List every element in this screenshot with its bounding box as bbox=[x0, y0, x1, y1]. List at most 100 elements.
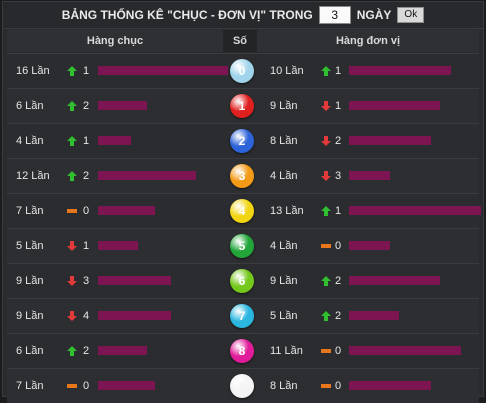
digit-ball: 4 bbox=[230, 199, 254, 223]
tens-bar bbox=[98, 241, 138, 250]
units-delta: 2 bbox=[335, 275, 342, 287]
dash-icon bbox=[321, 244, 331, 248]
units-bar bbox=[349, 381, 431, 390]
tens-count: 6 Lần bbox=[16, 100, 44, 112]
dash-icon bbox=[321, 349, 331, 353]
tens-delta: 1 bbox=[83, 240, 90, 252]
tens-bar bbox=[98, 136, 131, 145]
arrow-up-icon bbox=[67, 346, 77, 356]
days-input[interactable] bbox=[318, 6, 351, 24]
arrow-down-icon bbox=[321, 136, 331, 146]
arrow-down-icon bbox=[67, 241, 77, 251]
units-count: 11 Lần bbox=[270, 345, 303, 357]
table-header: Hàng chục Số Hàng đơn vị bbox=[7, 30, 479, 52]
units-count: 9 Lần bbox=[270, 275, 298, 287]
table-row: 7 Lần 0 9 8 Lần 0 bbox=[7, 368, 479, 403]
tens-delta: 1 bbox=[83, 65, 90, 77]
table-row: 9 Lần 4 7 5 Lần 2 bbox=[7, 298, 479, 333]
tens-count: 5 Lần bbox=[16, 240, 44, 252]
units-delta: 0 bbox=[335, 345, 342, 357]
units-delta: 3 bbox=[335, 170, 342, 182]
table-row: 6 Lần 2 8 11 Lần 0 bbox=[7, 333, 479, 368]
table-row: 7 Lần 0 4 13 Lần 1 bbox=[7, 193, 481, 228]
digit-ball: 6 bbox=[230, 269, 254, 293]
tens-delta: 4 bbox=[83, 310, 90, 322]
units-delta: 1 bbox=[335, 100, 342, 112]
tens-bar bbox=[98, 171, 196, 180]
units-count: 4 Lần bbox=[270, 170, 298, 182]
tens-bar bbox=[98, 381, 155, 390]
units-bar bbox=[349, 276, 440, 285]
digit-ball: 1 bbox=[230, 94, 254, 118]
units-delta: 1 bbox=[335, 65, 342, 77]
table-row: 9 Lần 3 6 9 Lần 2 bbox=[7, 263, 479, 298]
units-delta: 0 bbox=[335, 380, 342, 392]
units-delta: 1 bbox=[335, 205, 342, 217]
dash-icon bbox=[67, 209, 77, 213]
digit-ball: 5 bbox=[230, 234, 254, 258]
tens-count: 7 Lần bbox=[16, 380, 44, 392]
header-number: Số bbox=[223, 30, 257, 52]
arrow-up-icon bbox=[67, 101, 77, 111]
tens-delta: 2 bbox=[83, 345, 90, 357]
tens-count: 6 Lần bbox=[16, 345, 44, 357]
arrow-up-icon bbox=[321, 66, 331, 76]
digit-ball: 7 bbox=[230, 304, 254, 328]
digit-ball: 3 bbox=[230, 164, 254, 188]
units-count: 10 Lần bbox=[270, 65, 304, 77]
units-bar bbox=[349, 206, 481, 215]
title-text: BẢNG THỐNG KÊ "CHỤC - ĐƠN VỊ" TRONG bbox=[61, 8, 313, 22]
tens-count: 7 Lần bbox=[16, 205, 44, 217]
ok-button[interactable]: Ok bbox=[397, 7, 425, 23]
units-count: 9 Lần bbox=[270, 100, 298, 112]
digit-ball: 2 bbox=[230, 129, 254, 153]
table-row: 5 Lần 1 5 4 Lần 0 bbox=[7, 228, 479, 263]
arrow-up-icon bbox=[67, 136, 77, 146]
stats-table: 16 Lần 1 0 10 Lần 1 6 Lần 2 1 9 Lần 1 4 Lần 1 2 8 Lần… bbox=[7, 53, 481, 403]
tens-delta: 2 bbox=[83, 100, 90, 112]
days-suffix: NGÀY bbox=[356, 8, 392, 22]
units-bar bbox=[349, 66, 451, 75]
tens-bar bbox=[98, 101, 147, 110]
units-delta: 0 bbox=[335, 240, 342, 252]
arrow-down-icon bbox=[321, 101, 331, 111]
tens-count: 9 Lần bbox=[16, 310, 44, 322]
arrow-up-icon bbox=[321, 311, 331, 321]
dash-icon bbox=[67, 384, 77, 388]
header-units: Hàng đơn vị bbox=[257, 30, 479, 52]
dash-icon bbox=[321, 384, 331, 388]
units-bar bbox=[349, 346, 461, 355]
units-count: 8 Lần bbox=[270, 135, 298, 147]
table-row: 16 Lần 1 0 10 Lần 1 bbox=[7, 53, 479, 88]
table-row: 4 Lần 1 2 8 Lần 2 bbox=[7, 123, 479, 158]
title-bar: BẢNG THỐNG KÊ "CHỤC - ĐƠN VỊ" TRONG NGÀY… bbox=[3, 2, 483, 29]
tens-count: 9 Lần bbox=[16, 275, 44, 287]
tens-count: 12 Lần bbox=[16, 170, 50, 182]
arrow-up-icon bbox=[321, 276, 331, 286]
header-tens: Hàng chục bbox=[7, 30, 223, 52]
tens-count: 4 Lần bbox=[16, 135, 44, 147]
tens-delta: 0 bbox=[83, 205, 90, 217]
units-count: 13 Lần bbox=[270, 205, 304, 217]
units-bar bbox=[349, 171, 390, 180]
tens-delta: 1 bbox=[83, 135, 90, 147]
units-delta: 2 bbox=[335, 135, 342, 147]
tens-count: 16 Lần bbox=[16, 65, 50, 77]
arrow-down-icon bbox=[321, 171, 331, 181]
arrow-down-icon bbox=[67, 276, 77, 286]
arrow-up-icon bbox=[67, 66, 77, 76]
tens-bar bbox=[98, 66, 228, 75]
digit-ball: 9 bbox=[230, 374, 254, 398]
tens-delta: 3 bbox=[83, 275, 90, 287]
units-delta: 2 bbox=[335, 310, 342, 322]
tens-bar bbox=[98, 206, 155, 215]
tens-delta: 2 bbox=[83, 170, 90, 182]
units-bar bbox=[349, 311, 399, 320]
units-count: 8 Lần bbox=[270, 380, 298, 392]
units-bar bbox=[349, 101, 440, 110]
digit-ball: 8 bbox=[230, 339, 254, 363]
tens-delta: 0 bbox=[83, 380, 90, 392]
units-bar bbox=[349, 136, 431, 145]
units-bar bbox=[349, 241, 390, 250]
